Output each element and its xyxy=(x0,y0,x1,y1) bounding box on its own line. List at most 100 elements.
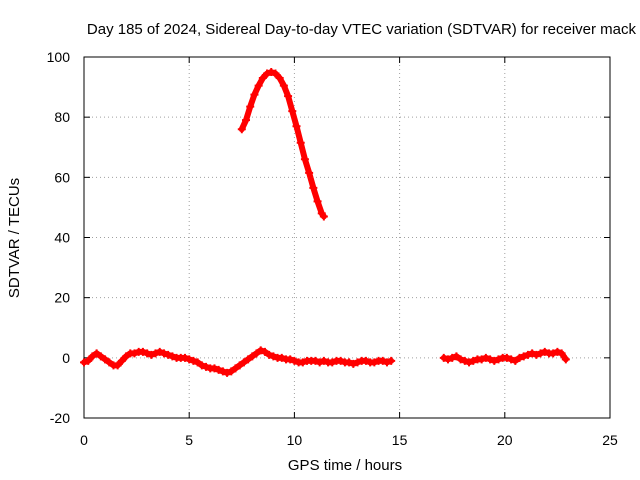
data-point xyxy=(387,356,396,365)
data-point xyxy=(210,364,219,373)
data-point xyxy=(147,350,156,359)
data-point xyxy=(557,349,566,358)
data-point xyxy=(168,352,177,361)
data-point xyxy=(117,356,126,365)
y-tick-label: 100 xyxy=(47,49,71,65)
data-point xyxy=(265,350,274,359)
data-point xyxy=(256,346,265,355)
data-point xyxy=(197,361,206,370)
data-point xyxy=(290,356,299,365)
data-point xyxy=(370,358,379,367)
data-point xyxy=(267,68,276,77)
series-peak-segment xyxy=(237,68,328,221)
data-point xyxy=(328,358,337,367)
data-point xyxy=(244,355,253,364)
data-point xyxy=(353,358,362,367)
data-point xyxy=(443,355,452,364)
data-point xyxy=(532,350,541,359)
data-point xyxy=(254,81,263,90)
data-point xyxy=(561,355,570,364)
data-point xyxy=(246,102,255,111)
data-point xyxy=(494,355,503,364)
data-point xyxy=(481,353,490,362)
data-point xyxy=(227,367,236,376)
data-point xyxy=(223,368,232,377)
data-point xyxy=(180,353,189,362)
data-point xyxy=(490,356,499,365)
data-point xyxy=(452,352,461,361)
data-point xyxy=(248,352,257,361)
data-point xyxy=(502,353,511,362)
data-point xyxy=(486,355,495,364)
data-point xyxy=(528,349,537,358)
data-point xyxy=(252,349,261,358)
data-point xyxy=(185,355,194,364)
data-point xyxy=(300,155,309,164)
x-tick-label: 20 xyxy=(497,432,513,448)
data-point xyxy=(313,197,322,206)
x-tick-label: 0 xyxy=(80,432,88,448)
chart-title: Day 185 of 2024, Sidereal Day-to-day VTE… xyxy=(87,21,637,38)
data-point xyxy=(260,347,269,356)
data-point xyxy=(151,349,160,358)
data-point xyxy=(189,356,198,365)
data-point xyxy=(250,90,259,99)
data-point xyxy=(319,212,328,221)
data-point xyxy=(553,347,562,356)
data-point xyxy=(96,352,105,361)
data-point xyxy=(202,362,211,371)
data-point xyxy=(382,358,391,367)
data-series xyxy=(80,68,570,377)
data-point xyxy=(155,347,164,356)
data-point xyxy=(315,358,324,367)
data-point xyxy=(193,358,202,367)
y-tick-label: 0 xyxy=(62,350,70,366)
data-point xyxy=(460,356,469,365)
data-point xyxy=(271,69,280,78)
data-point xyxy=(101,355,110,364)
data-point xyxy=(298,358,307,367)
data-point xyxy=(311,356,320,365)
data-point xyxy=(138,347,147,356)
data-point xyxy=(540,347,549,356)
data-point xyxy=(511,356,520,365)
x-tick-label: 5 xyxy=(185,432,193,448)
y-tick-label: 60 xyxy=(54,169,70,185)
data-point xyxy=(288,107,297,116)
series-baseline-segment-2 xyxy=(439,347,570,367)
x-tick-label: 15 xyxy=(392,432,408,448)
data-point xyxy=(84,356,93,365)
data-point xyxy=(237,125,246,134)
data-point xyxy=(80,358,88,367)
data-point xyxy=(143,349,152,358)
data-point xyxy=(164,350,173,359)
y-tick-label: -20 xyxy=(50,410,70,426)
y-tick-label: 20 xyxy=(54,290,70,306)
series-baseline-segment-1 xyxy=(80,346,396,377)
data-point xyxy=(378,356,387,365)
data-point xyxy=(284,92,293,101)
data-point xyxy=(242,116,251,125)
data-point xyxy=(239,358,248,367)
x-axis-label: GPS time / hours xyxy=(288,457,402,474)
y-tick-label: 40 xyxy=(54,230,70,246)
y-tick-labels: -20 0 20 40 60 80 100 xyxy=(47,49,71,426)
x-tick-labels: 0 5 10 15 20 25 xyxy=(80,432,618,448)
data-point xyxy=(319,356,328,365)
data-point xyxy=(465,358,474,367)
data-point xyxy=(122,352,131,361)
data-point xyxy=(515,353,524,362)
data-point xyxy=(336,356,345,365)
data-point xyxy=(345,358,354,367)
data-point xyxy=(361,356,370,365)
data-point xyxy=(263,69,272,78)
data-point xyxy=(235,361,244,370)
data-point xyxy=(105,358,114,367)
data-point xyxy=(309,183,318,192)
data-point xyxy=(448,353,457,362)
y-axis-label: SDTVAR / TECUs xyxy=(6,178,23,298)
data-point xyxy=(231,364,240,373)
data-point xyxy=(218,367,227,376)
data-point xyxy=(88,352,97,361)
